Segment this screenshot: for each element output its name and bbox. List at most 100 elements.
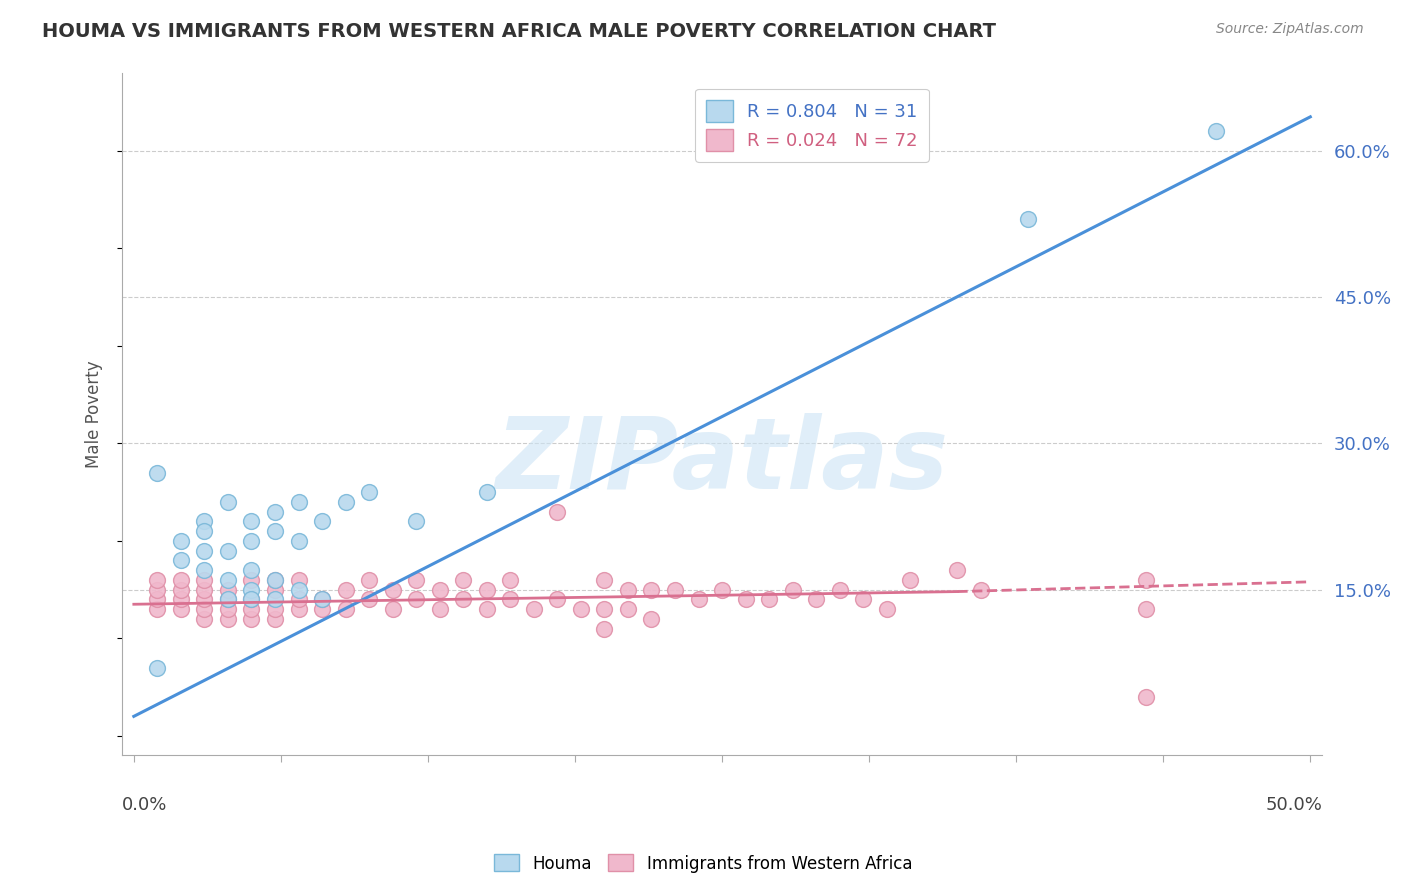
Point — [475, 485, 498, 500]
Point — [287, 592, 309, 607]
Point — [170, 533, 193, 548]
Point — [170, 573, 193, 587]
Point — [217, 602, 239, 616]
Point — [287, 573, 309, 587]
Point — [499, 573, 522, 587]
Legend: Houma, Immigrants from Western Africa: Houma, Immigrants from Western Africa — [486, 847, 920, 880]
Point — [287, 582, 309, 597]
Point — [217, 573, 239, 587]
Point — [429, 582, 451, 597]
Point — [359, 485, 381, 500]
Point — [546, 505, 568, 519]
Point — [946, 563, 969, 577]
Point — [640, 612, 662, 626]
Point — [217, 592, 239, 607]
Point — [664, 582, 686, 597]
Point — [146, 582, 169, 597]
Point — [193, 524, 215, 538]
Point — [170, 582, 193, 597]
Point — [311, 602, 333, 616]
Point — [359, 592, 381, 607]
Text: HOUMA VS IMMIGRANTS FROM WESTERN AFRICA MALE POVERTY CORRELATION CHART: HOUMA VS IMMIGRANTS FROM WESTERN AFRICA … — [42, 22, 997, 41]
Point — [264, 524, 287, 538]
Point — [711, 582, 734, 597]
Point — [264, 602, 287, 616]
Point — [451, 592, 474, 607]
Point — [804, 592, 827, 607]
Point — [381, 582, 404, 597]
Point — [475, 582, 498, 597]
Point — [240, 592, 263, 607]
Point — [146, 573, 169, 587]
Point — [1135, 602, 1157, 616]
Point — [287, 602, 309, 616]
Point — [240, 612, 263, 626]
Point — [734, 592, 756, 607]
Y-axis label: Male Poverty: Male Poverty — [86, 360, 103, 468]
Point — [264, 573, 287, 587]
Point — [264, 505, 287, 519]
Point — [852, 592, 875, 607]
Point — [828, 582, 851, 597]
Point — [217, 612, 239, 626]
Point — [217, 582, 239, 597]
Point — [335, 495, 357, 509]
Point — [240, 573, 263, 587]
Point — [193, 563, 215, 577]
Point — [193, 602, 215, 616]
Point — [876, 602, 898, 616]
Point — [359, 573, 381, 587]
Point — [170, 592, 193, 607]
Point — [193, 543, 215, 558]
Text: 50.0%: 50.0% — [1265, 797, 1322, 814]
Text: 0.0%: 0.0% — [122, 797, 167, 814]
Point — [617, 582, 640, 597]
Point — [240, 563, 263, 577]
Legend: R = 0.804   N = 31, R = 0.024   N = 72: R = 0.804 N = 31, R = 0.024 N = 72 — [695, 89, 929, 161]
Point — [1135, 690, 1157, 704]
Point — [335, 582, 357, 597]
Point — [311, 592, 333, 607]
Point — [240, 515, 263, 529]
Point — [193, 582, 215, 597]
Point — [429, 602, 451, 616]
Text: Source: ZipAtlas.com: Source: ZipAtlas.com — [1216, 22, 1364, 37]
Point — [405, 515, 427, 529]
Point — [451, 573, 474, 587]
Point — [217, 495, 239, 509]
Point — [593, 622, 616, 636]
Point — [335, 602, 357, 616]
Point — [499, 592, 522, 607]
Point — [1017, 212, 1039, 227]
Point — [405, 592, 427, 607]
Point — [264, 582, 287, 597]
Point — [146, 466, 169, 480]
Point — [898, 573, 921, 587]
Text: ZIPatlas: ZIPatlas — [495, 413, 949, 510]
Point — [240, 592, 263, 607]
Point — [264, 612, 287, 626]
Point — [688, 592, 710, 607]
Point — [240, 602, 263, 616]
Point — [311, 515, 333, 529]
Point — [217, 543, 239, 558]
Point — [640, 582, 662, 597]
Point — [193, 573, 215, 587]
Point — [240, 533, 263, 548]
Point — [264, 573, 287, 587]
Point — [970, 582, 993, 597]
Point — [523, 602, 546, 616]
Point — [240, 582, 263, 597]
Point — [146, 660, 169, 674]
Point — [264, 592, 287, 607]
Point — [217, 592, 239, 607]
Point — [193, 592, 215, 607]
Point — [593, 602, 616, 616]
Point — [193, 515, 215, 529]
Point — [617, 602, 640, 616]
Point — [287, 495, 309, 509]
Point — [758, 592, 780, 607]
Point — [475, 602, 498, 616]
Point — [381, 602, 404, 616]
Point — [146, 602, 169, 616]
